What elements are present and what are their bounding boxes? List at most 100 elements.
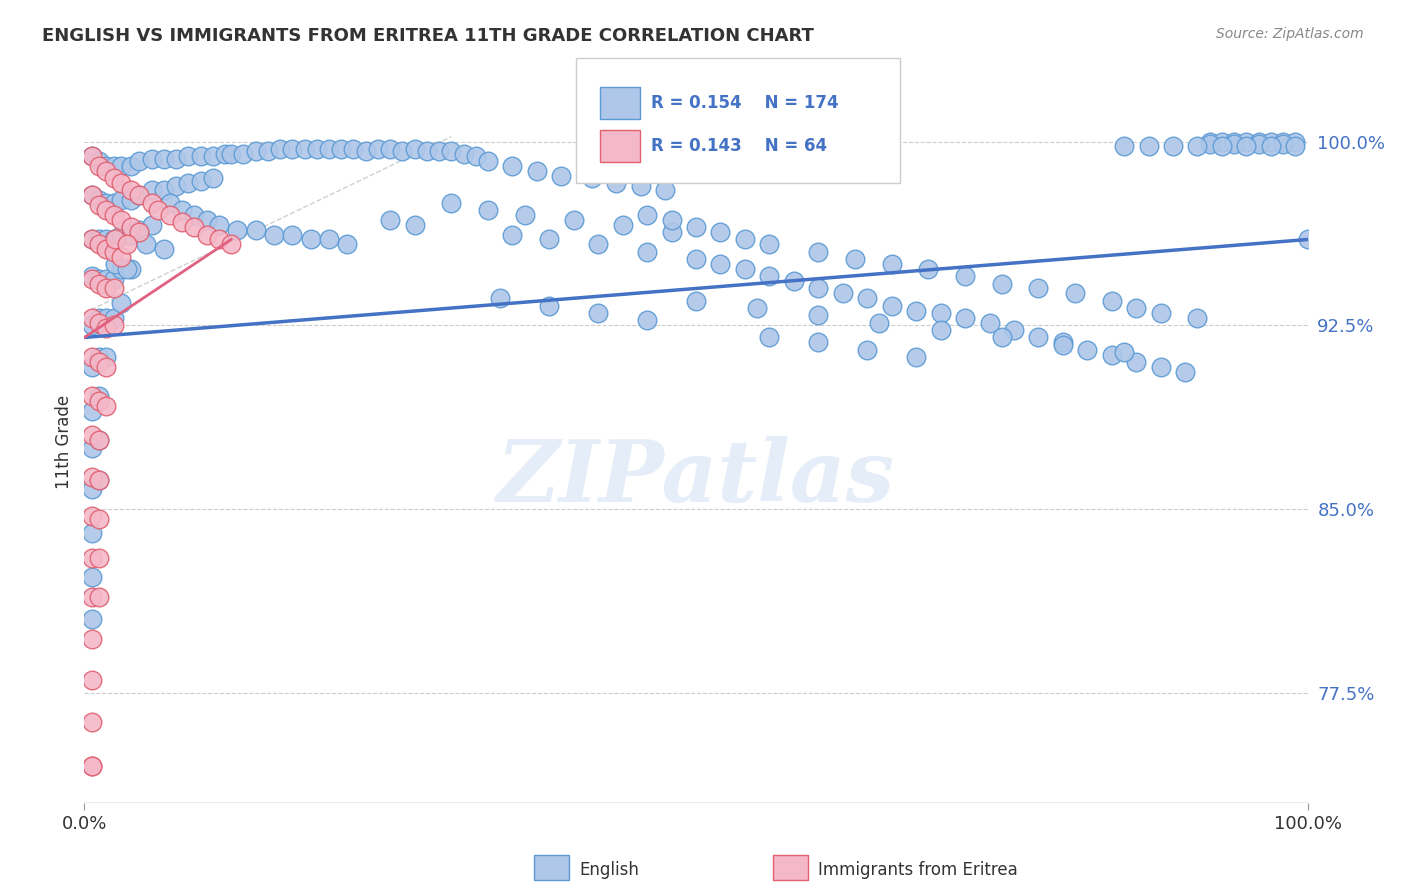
Point [1150, 359, 1173, 374]
Point [1211, 139, 1233, 153]
Point [1236, 135, 1258, 149]
Point [80, 269, 103, 284]
Point [110, 227, 132, 242]
Point [562, 213, 585, 227]
Point [953, 269, 976, 284]
Point [991, 330, 1014, 344]
Point [281, 227, 304, 242]
Point [1161, 139, 1184, 153]
Point [318, 232, 340, 246]
Point [80, 428, 103, 442]
Point [87, 473, 110, 487]
Point [1125, 301, 1147, 315]
Point [612, 218, 634, 232]
Point [404, 142, 426, 156]
Text: R = 0.154    N = 174: R = 0.154 N = 174 [651, 94, 838, 112]
Point [80, 483, 103, 497]
Point [1064, 286, 1087, 301]
Point [354, 145, 377, 159]
Point [120, 227, 142, 242]
Point [87, 232, 110, 246]
Point [1187, 310, 1209, 325]
Point [110, 250, 132, 264]
Text: R = 0.143    N = 64: R = 0.143 N = 64 [651, 137, 827, 155]
Point [1101, 348, 1123, 362]
Point [120, 220, 142, 235]
Point [1187, 139, 1209, 153]
Point [110, 261, 132, 276]
Point [758, 269, 780, 284]
Point [153, 242, 176, 256]
Point [87, 389, 110, 403]
Point [758, 237, 780, 252]
Point [856, 343, 879, 357]
Point [219, 146, 242, 161]
Point [104, 232, 127, 246]
Point [758, 330, 780, 344]
Point [416, 145, 439, 159]
Point [80, 759, 103, 773]
Point [110, 194, 132, 208]
Point [141, 195, 163, 210]
Point [1028, 330, 1050, 344]
Point [120, 261, 142, 276]
Point [929, 306, 952, 320]
Point [807, 244, 830, 259]
Point [807, 335, 830, 350]
Point [103, 244, 125, 259]
Point [661, 213, 683, 227]
Point [636, 244, 658, 259]
Point [605, 176, 627, 190]
Point [917, 261, 939, 276]
Point [80, 550, 103, 565]
Point [128, 188, 150, 202]
Point [96, 310, 118, 325]
Point [141, 152, 163, 166]
Point [128, 188, 150, 202]
Point [103, 171, 125, 186]
Point [880, 257, 903, 271]
Point [1223, 136, 1246, 151]
Point [477, 154, 499, 169]
Point [269, 142, 291, 156]
Point [330, 142, 353, 156]
Point [80, 232, 103, 246]
Point [1284, 139, 1306, 153]
Point [1198, 135, 1220, 149]
Point [183, 208, 205, 222]
Point [96, 203, 118, 218]
Point [80, 149, 103, 163]
Point [453, 146, 475, 161]
Point [96, 359, 118, 374]
Point [1150, 306, 1173, 320]
Point [257, 145, 280, 159]
Point [208, 232, 231, 246]
Point [709, 225, 731, 239]
Point [80, 232, 103, 246]
Point [172, 215, 194, 229]
Point [1236, 139, 1258, 153]
Point [869, 316, 891, 330]
Point [734, 232, 756, 246]
Point [190, 149, 212, 163]
Point [856, 291, 879, 305]
Point [299, 232, 322, 246]
Point [103, 232, 125, 246]
Point [115, 261, 138, 276]
Point [831, 286, 853, 301]
Point [245, 222, 267, 236]
Point [550, 169, 572, 183]
Point [103, 159, 125, 173]
Point [1284, 135, 1306, 149]
Point [80, 632, 103, 646]
Point [120, 184, 142, 198]
Point [685, 293, 707, 308]
Point [391, 145, 413, 159]
Point [380, 142, 402, 156]
Point [1002, 323, 1025, 337]
Point [586, 306, 609, 320]
Y-axis label: 11th Grade: 11th Grade [55, 394, 73, 489]
Point [80, 271, 103, 285]
Text: Source: ZipAtlas.com: Source: ZipAtlas.com [1216, 27, 1364, 41]
Point [104, 257, 127, 271]
